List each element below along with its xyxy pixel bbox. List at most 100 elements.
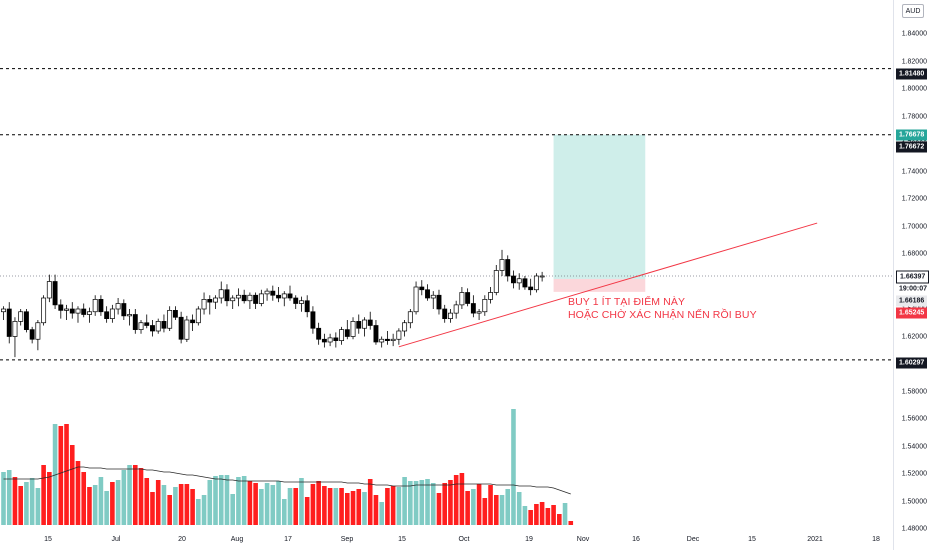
volume-bar: [322, 486, 327, 525]
candle-body: [436, 294, 442, 310]
candle: [533, 273, 539, 293]
candle-body: [470, 303, 476, 314]
candle: [453, 300, 459, 319]
volume-bar: [493, 495, 499, 525]
volume-bar: [184, 484, 190, 525]
volume-bar: [178, 484, 184, 525]
candlesticks: [1, 249, 545, 358]
volume-bar: [132, 465, 138, 525]
candle: [465, 288, 471, 307]
candle-body: [144, 322, 150, 326]
candle-body: [18, 311, 24, 322]
volume-bar: [299, 478, 304, 525]
candle-body: [339, 329, 345, 341]
candle: [132, 309, 138, 334]
volume-bar: [442, 483, 448, 525]
candle-body: [511, 275, 516, 284]
candle-body: [98, 299, 104, 313]
volume-bar: [281, 499, 287, 525]
candle: [442, 304, 448, 323]
candle: [230, 295, 236, 309]
volume-bar: [213, 476, 218, 525]
candle-body: [270, 290, 276, 296]
candle-body: [6, 308, 12, 337]
candle: [436, 289, 442, 315]
candle: [35, 320, 41, 351]
volume-bar: [201, 495, 207, 525]
volume-bar: [259, 489, 264, 525]
candle-body: [407, 311, 413, 324]
volume-bar: [247, 481, 253, 525]
candle: [81, 303, 87, 318]
candle: [253, 292, 259, 309]
candle: [390, 333, 396, 347]
volume-bar: [304, 497, 310, 525]
time-tick-label: Oct: [458, 536, 470, 543]
volume-bar: [505, 489, 511, 525]
candle-body: [258, 293, 264, 304]
volume-bar: [511, 409, 516, 525]
candle-body: [58, 304, 64, 311]
candle-body: [201, 299, 207, 310]
volume-bar: [52, 424, 58, 525]
candle: [213, 295, 218, 309]
volume-bar: [218, 475, 224, 525]
candle: [384, 331, 390, 345]
volume-bar: [316, 481, 321, 525]
annotation-line-2: HOẶC CHỜ XÁC NHẬN NẾN RỒI BUY: [568, 309, 757, 321]
volume-bar: [448, 480, 453, 525]
candle-body: [23, 311, 29, 330]
candle: [493, 265, 499, 296]
candle-body: [167, 310, 173, 329]
candle: [276, 287, 281, 303]
candle-body: [442, 308, 448, 319]
candle-body: [528, 286, 534, 291]
candle: [402, 320, 408, 337]
volume-bar: [293, 488, 299, 525]
candle: [396, 328, 402, 345]
candle: [522, 276, 528, 290]
time-tick-label: 15: [748, 536, 756, 543]
price-tag-last: 1.66397: [896, 270, 930, 283]
candle: [511, 270, 516, 289]
volume-bar: [29, 478, 35, 525]
volume-bar: [190, 489, 195, 525]
candle: [350, 317, 356, 340]
price-chart[interactable]: [0, 0, 893, 550]
volume-bar: [69, 445, 75, 525]
currency-button[interactable]: AUD: [902, 4, 924, 18]
candle: [499, 249, 505, 276]
candle-body: [321, 338, 327, 343]
candle-body: [127, 314, 133, 317]
trendline[interactable]: [398, 222, 818, 348]
price-tag-entry: 1.66186: [896, 295, 928, 306]
candle: [310, 306, 316, 334]
price-tick-label: 1.84000: [901, 30, 927, 38]
horizontal-levels[interactable]: [0, 68, 893, 361]
candle: [75, 306, 81, 323]
volume-bar: [167, 495, 172, 525]
candle: [299, 296, 304, 312]
candle: [356, 314, 362, 334]
candle-body: [373, 325, 379, 343]
volume-bars: [1, 409, 574, 525]
volume-bar: [155, 480, 161, 525]
candle-body: [287, 293, 293, 299]
candle: [155, 318, 161, 334]
candle: [367, 311, 373, 330]
candle-body: [172, 310, 178, 318]
candle: [6, 302, 12, 344]
volume-bar: [241, 476, 247, 525]
time-axis[interactable]: 15 Jul 20 Aug 17 Sep 15 Oct 19 Nov 16 Dec 15 2021 18: [0, 530, 893, 550]
volume-bar: [516, 492, 522, 525]
candle: [235, 288, 241, 307]
price-tag-target: 1.76678: [896, 129, 928, 140]
volume-bar: [436, 493, 442, 525]
volume-bar: [562, 503, 568, 525]
candle-body: [505, 259, 511, 277]
volume-bar: [92, 485, 98, 525]
price-tick-label: 1.62000: [901, 333, 927, 340]
volume-bar: [24, 482, 29, 525]
position-zones[interactable]: [553, 134, 646, 292]
